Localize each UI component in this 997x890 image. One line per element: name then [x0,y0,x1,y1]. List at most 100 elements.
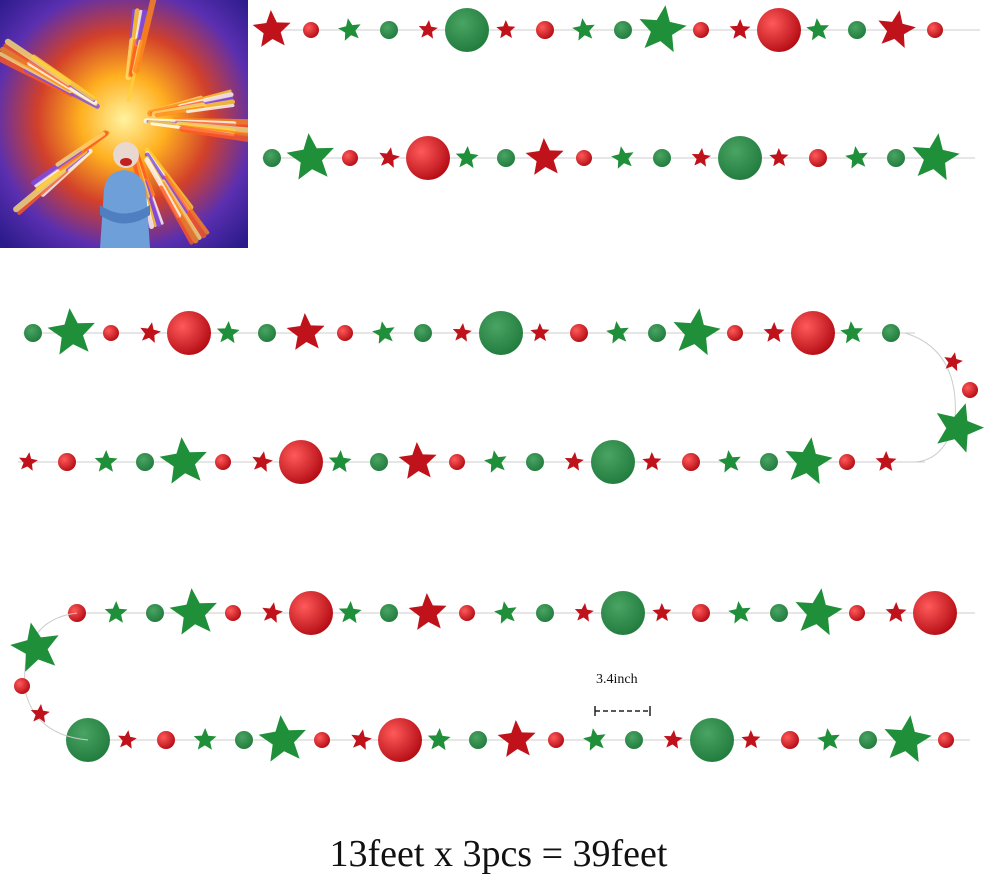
green-dot [469,731,487,749]
star [47,308,95,355]
red-dot [682,453,700,471]
ray [185,104,235,114]
green-dot [146,604,164,622]
star [878,10,916,49]
red-dot [225,605,241,621]
star [795,588,843,636]
star [785,437,833,485]
ray [179,125,248,142]
star [583,728,606,751]
red-dot [938,732,954,748]
green-dot [591,440,635,484]
star [484,450,507,473]
green-dot [24,324,42,342]
caption: 13feet x 3pcs = 39feet [329,833,668,875]
star [19,452,38,471]
star [455,146,479,169]
green-dot [497,149,515,167]
star [729,19,751,39]
star [769,148,789,167]
green-dot [625,731,643,749]
star [728,601,751,624]
star [10,622,59,672]
star [496,20,516,39]
star [351,729,372,750]
star [885,602,907,622]
star [763,322,785,342]
green-dot [370,453,388,471]
red-dot [406,136,450,180]
green-dot [479,311,523,355]
star [691,148,711,167]
star [884,715,932,763]
green-dot [648,324,666,342]
star [944,352,963,372]
red-dot [14,678,30,694]
red-dot [58,453,76,471]
green-dot [760,453,778,471]
green-dot [882,324,900,342]
star [104,601,128,623]
star [286,133,334,180]
red-dot [913,591,957,635]
red-dot [157,731,175,749]
red-dot [727,325,743,341]
star [252,451,273,472]
green-dot [601,591,645,635]
red-dot [342,150,358,166]
star [338,18,361,41]
green-dot [380,604,398,622]
star [252,10,291,47]
star [652,603,672,622]
star [328,450,352,473]
red-dot [303,22,319,38]
ray [126,69,137,102]
star [574,603,594,622]
star [718,450,741,473]
star [193,728,217,750]
red-dot [449,454,465,470]
star [408,593,447,630]
star [840,321,863,344]
star [611,146,634,169]
green-dot [235,731,253,749]
green-dot [690,718,734,762]
red-dot [289,591,333,635]
green-dot [614,21,632,39]
green-dot [445,8,489,52]
ray [136,9,148,46]
red-dot [459,605,475,621]
star [741,730,761,749]
ray [55,131,106,167]
star [936,403,984,453]
red-dot [849,605,865,621]
ray [31,54,96,101]
red-dot [692,604,710,622]
star [379,147,400,168]
ray [159,185,194,245]
red-dot [839,454,855,470]
green-dot [848,21,866,39]
star [258,715,306,762]
star [159,437,207,484]
green-dot [653,149,671,167]
star [673,308,721,356]
photo [0,0,248,248]
star [398,442,437,479]
red-dot [314,732,330,748]
red-dot [576,150,592,166]
green-dot [718,136,762,180]
red-dot [548,732,564,748]
red-dot [927,22,943,38]
star [497,720,536,757]
green-dot [770,604,788,622]
green-dot [414,324,432,342]
star [418,20,438,39]
star [286,313,325,350]
star [30,704,50,723]
star [663,730,683,749]
star [94,450,118,472]
green-dot [859,731,877,749]
star [845,146,868,169]
